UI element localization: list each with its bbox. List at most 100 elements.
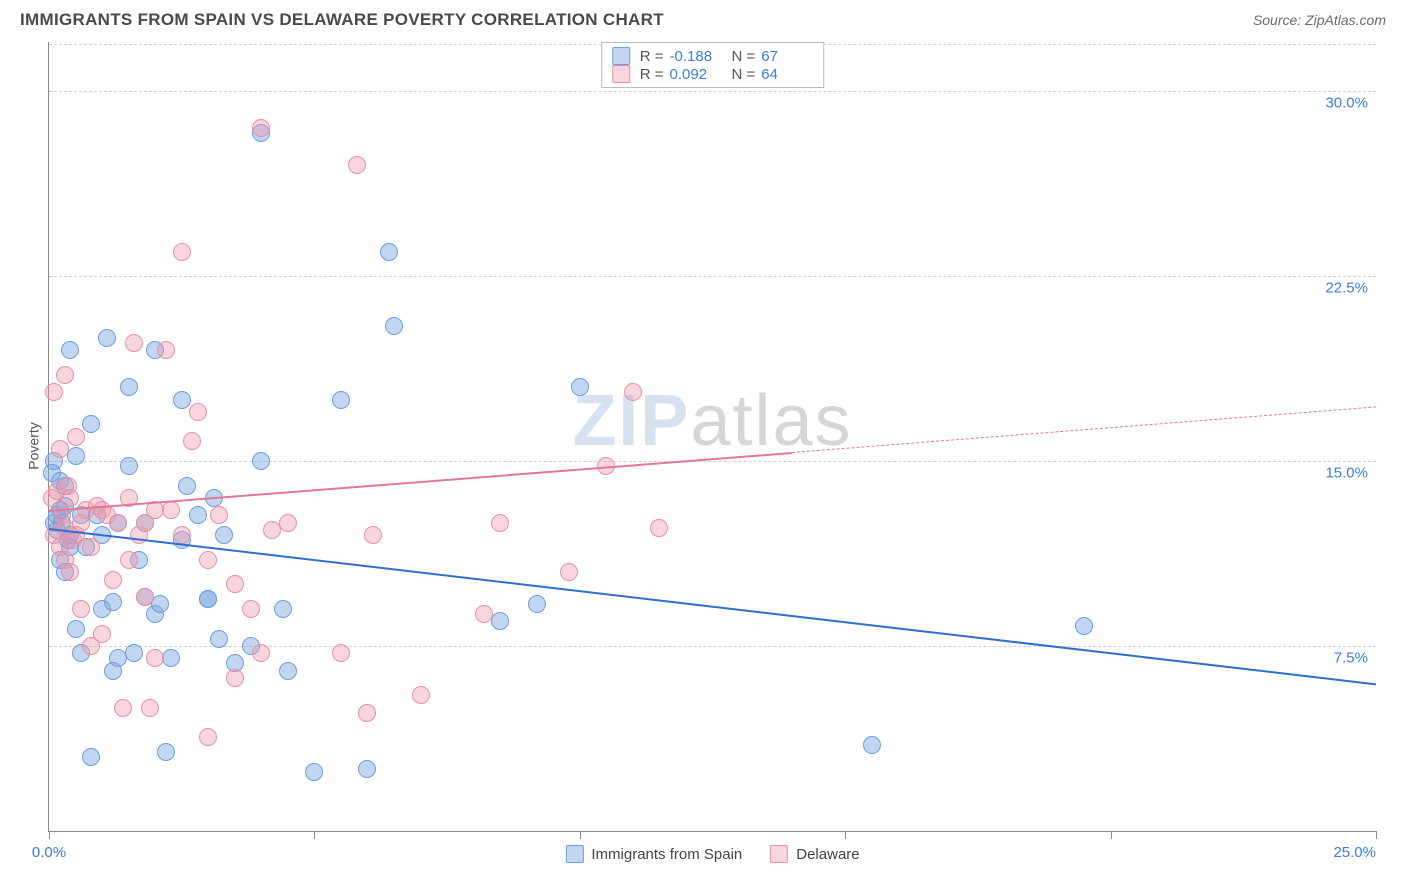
scatter-point — [1075, 617, 1093, 635]
chart-title: IMMIGRANTS FROM SPAIN VS DELAWARE POVERT… — [20, 10, 664, 30]
scatter-point — [274, 600, 292, 618]
scatter-point — [475, 605, 493, 623]
scatter-point — [162, 649, 180, 667]
scatter-point — [380, 243, 398, 261]
scatter-point — [157, 743, 175, 761]
scatter-point — [242, 600, 260, 618]
scatter-point — [560, 563, 578, 581]
scatter-point — [173, 243, 191, 261]
scatter-point — [125, 334, 143, 352]
scatter-point — [141, 699, 159, 717]
chart-source: Source: ZipAtlas.com — [1253, 12, 1386, 28]
x-tick-label: 25.0% — [1333, 844, 1376, 861]
y-tick-label: 30.0% — [1325, 95, 1368, 112]
y-axis-label: Poverty — [26, 422, 42, 469]
scatter-point — [210, 630, 228, 648]
scatter-point — [67, 428, 85, 446]
scatter-point — [189, 403, 207, 421]
scatter-point — [189, 506, 207, 524]
scatter-point — [863, 736, 881, 754]
gridline — [49, 276, 1376, 277]
scatter-point — [61, 489, 79, 507]
trend-line — [792, 407, 1376, 454]
legend-swatch — [565, 845, 583, 863]
scatter-point — [51, 440, 69, 458]
scatter-point — [624, 383, 642, 401]
r-value: 0.092 — [670, 66, 722, 83]
scatter-point — [279, 514, 297, 532]
scatter-point — [173, 526, 191, 544]
scatter-point — [56, 366, 74, 384]
scatter-point — [67, 620, 85, 638]
legend-label: Delaware — [796, 846, 859, 863]
scatter-point — [178, 477, 196, 495]
scatter-point — [528, 595, 546, 613]
legend-item: Immigrants from Spain — [565, 845, 742, 863]
scatter-point — [104, 571, 122, 589]
scatter-point — [82, 538, 100, 556]
r-label: R = — [640, 66, 664, 83]
scatter-point — [114, 699, 132, 717]
scatter-point — [173, 391, 191, 409]
x-tick — [314, 831, 315, 839]
scatter-point — [93, 625, 111, 643]
scatter-point — [358, 760, 376, 778]
scatter-point — [61, 563, 79, 581]
n-value: 64 — [761, 66, 813, 83]
x-tick — [1376, 831, 1377, 839]
chart-header: IMMIGRANTS FROM SPAIN VS DELAWARE POVERT… — [20, 10, 1386, 30]
scatter-point — [67, 447, 85, 465]
r-value: -0.188 — [670, 48, 722, 65]
scatter-point — [98, 329, 116, 347]
legend-series: Immigrants from Spain Delaware — [565, 845, 859, 863]
scatter-point — [199, 551, 217, 569]
scatter-point — [279, 662, 297, 680]
scatter-point — [125, 644, 143, 662]
x-tick-label: 0.0% — [32, 844, 66, 861]
y-tick-label: 22.5% — [1325, 280, 1368, 297]
scatter-point — [571, 378, 589, 396]
legend-stat-row: R = -0.188 N = 67 — [612, 47, 814, 65]
n-label: N = — [732, 48, 756, 65]
scatter-point — [56, 519, 74, 537]
scatter-point — [332, 644, 350, 662]
scatter-point — [385, 317, 403, 335]
scatter-point — [252, 119, 270, 137]
scatter-point — [199, 728, 217, 746]
watermark: ZIPatlas — [572, 380, 852, 462]
scatter-point — [252, 452, 270, 470]
n-label: N = — [732, 66, 756, 83]
r-label: R = — [640, 48, 664, 65]
scatter-point — [82, 748, 100, 766]
scatter-point — [136, 588, 154, 606]
x-tick — [49, 831, 50, 839]
scatter-point — [305, 763, 323, 781]
scatter-point — [226, 669, 244, 687]
scatter-point — [332, 391, 350, 409]
y-tick-label: 7.5% — [1334, 650, 1368, 667]
n-value: 67 — [761, 48, 813, 65]
scatter-point — [104, 593, 122, 611]
plot-area: ZIPatlas R =-0.188N =67R =0.092N =64 Imm… — [48, 42, 1376, 832]
legend-stat-row: R = 0.092 N = 64 — [612, 65, 814, 83]
scatter-point — [348, 156, 366, 174]
scatter-point — [226, 575, 244, 593]
scatter-point — [252, 644, 270, 662]
y-tick-label: 15.0% — [1325, 465, 1368, 482]
scatter-point — [45, 383, 63, 401]
scatter-point — [491, 514, 509, 532]
scatter-point — [151, 595, 169, 613]
scatter-point — [358, 704, 376, 722]
scatter-point — [120, 378, 138, 396]
scatter-point — [146, 649, 164, 667]
scatter-point — [82, 415, 100, 433]
scatter-point — [210, 506, 228, 524]
legend-stats: R = -0.188 N = 67 R = 0.092 N = 64 — [601, 42, 825, 88]
scatter-point — [364, 526, 382, 544]
legend-swatch — [612, 65, 630, 83]
scatter-point — [61, 341, 79, 359]
x-tick — [1111, 831, 1112, 839]
scatter-point — [72, 600, 90, 618]
scatter-point — [120, 457, 138, 475]
scatter-point — [157, 341, 175, 359]
